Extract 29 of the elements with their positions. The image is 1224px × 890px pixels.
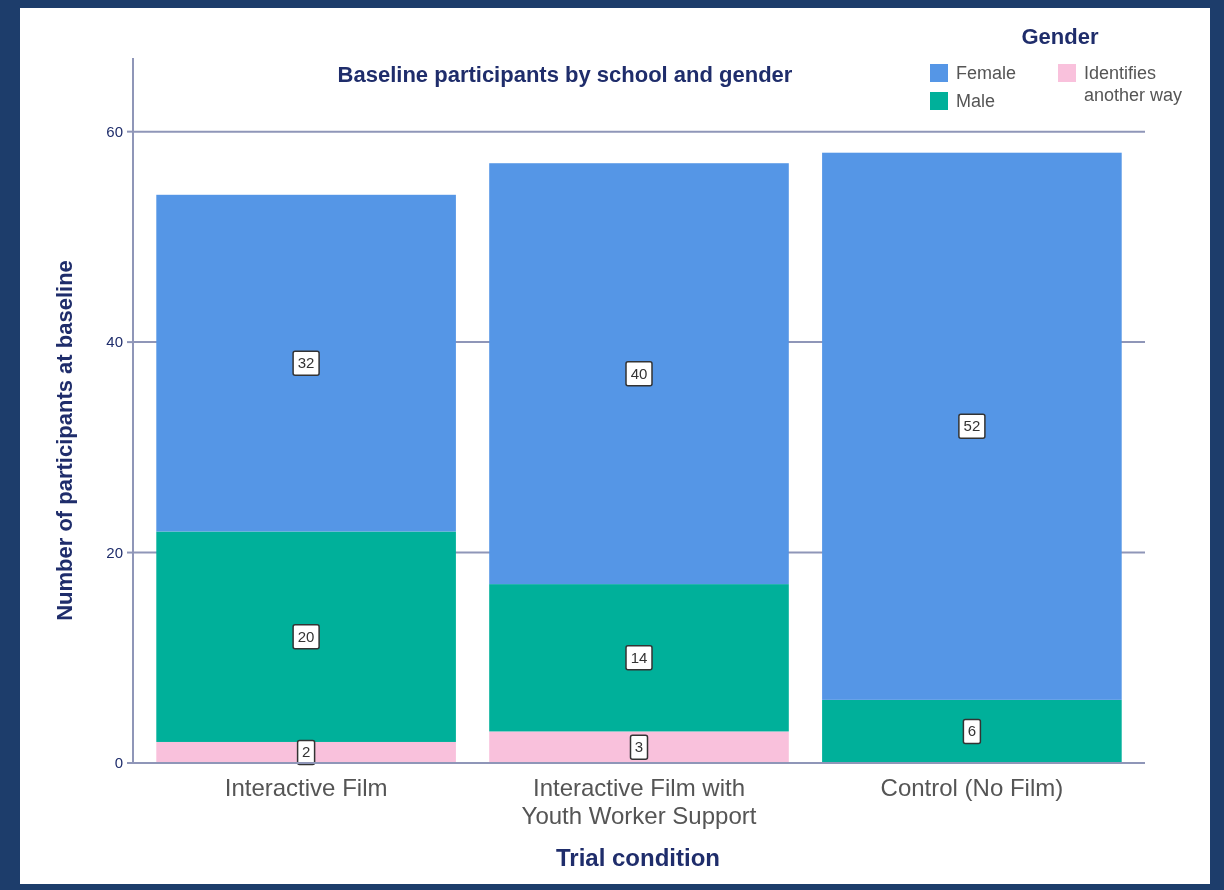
data-label: 40: [630, 364, 648, 382]
x-tick-label: Interactive Film with Youth Worker Support: [521, 774, 757, 829]
legend-label: Female: [956, 63, 1017, 83]
data-label: 3: [634, 738, 644, 756]
chart-title: Baseline participants by school and gender: [337, 62, 793, 87]
bar: [489, 584, 789, 732]
data-label: 6: [967, 722, 977, 740]
legend-label: Male: [956, 91, 996, 111]
y-tick-label: 60: [106, 122, 123, 140]
bar: [822, 152, 1122, 700]
bar: [489, 731, 789, 763]
x-axis-title: Trial condition: [555, 844, 721, 871]
data-label: 20: [297, 627, 315, 645]
legend-label: Identifies another way: [1084, 63, 1183, 105]
y-tick-label: 0: [114, 754, 123, 771]
bar: [156, 194, 456, 532]
y-tick-label: 40: [106, 333, 123, 351]
data-label: 14: [630, 648, 648, 666]
x-tick-label: Interactive Film: [224, 774, 388, 801]
x-tick-label: Control (No Film): [880, 774, 1064, 801]
bar: [489, 163, 789, 585]
legend-title: Gender: [1021, 24, 1099, 49]
bar: [156, 531, 456, 742]
data-label: 52: [963, 417, 981, 435]
data-label: 32: [297, 354, 315, 372]
bar: [822, 699, 1122, 763]
data-label: 2: [301, 743, 311, 761]
y-axis-title: Number of participants at baseline: [52, 260, 77, 621]
y-tick-label: 20: [106, 543, 123, 561]
